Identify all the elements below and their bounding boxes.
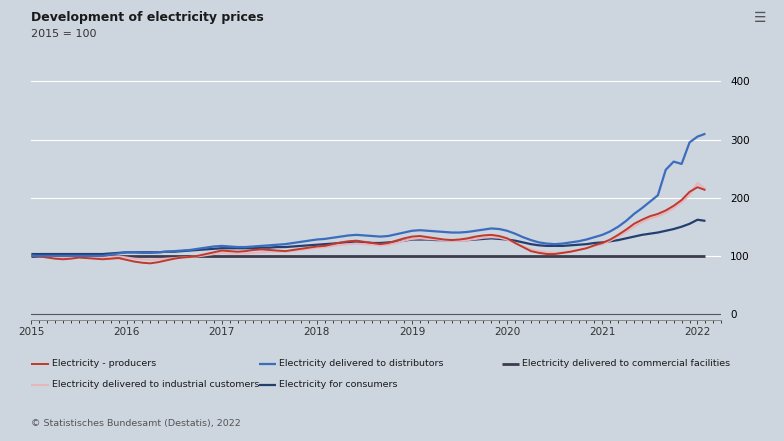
Text: Electricity delivered to industrial customers: Electricity delivered to industrial cust…: [52, 381, 260, 389]
Text: Electricity delivered to distributors: Electricity delivered to distributors: [279, 359, 444, 368]
Text: Electricity delivered to commercial facilities: Electricity delivered to commercial faci…: [522, 359, 730, 368]
Text: 2015 = 100: 2015 = 100: [31, 29, 97, 39]
Text: © Statistisches Bundesamt (Destatis), 2022: © Statistisches Bundesamt (Destatis), 20…: [31, 419, 241, 428]
Text: Development of electricity prices: Development of electricity prices: [31, 11, 264, 24]
Text: Electricity for consumers: Electricity for consumers: [279, 381, 397, 389]
Text: ☰: ☰: [754, 11, 767, 25]
Text: Electricity - producers: Electricity - producers: [52, 359, 156, 368]
